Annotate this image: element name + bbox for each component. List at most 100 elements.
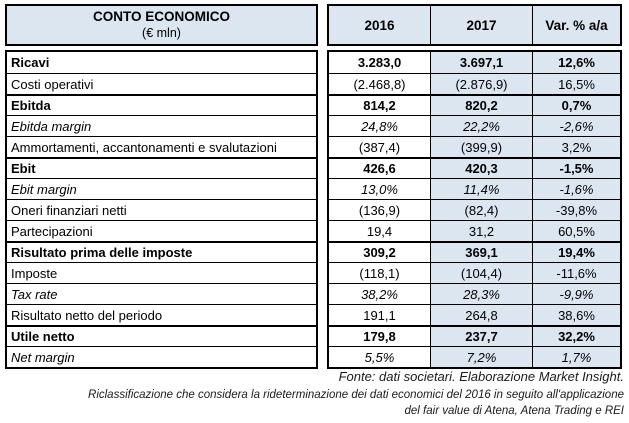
column-header-2017: 2017 — [430, 6, 532, 44]
row-label: Ebitda — [11, 98, 51, 113]
table-row-values: 179,8 237,7 32,2% — [329, 325, 620, 346]
row-label: Risultato prima delle imposte — [11, 245, 193, 260]
row-label: Tax rate — [11, 286, 58, 302]
table-row-values: 19,4 31,2 60,5% — [329, 220, 620, 241]
reclassification-note-line2: del fair value di Atena, Atena Trading e… — [404, 405, 624, 417]
table-row-label: Ebit margin — [7, 178, 316, 199]
value-2016: 309,2 — [329, 243, 430, 262]
value-2016: (2.468,8) — [329, 74, 430, 94]
value-var: -11,6% — [532, 263, 620, 283]
row-label: Oneri finanziari netti — [11, 202, 127, 218]
table-row-values: 814,2 820,2 0,7% — [329, 94, 620, 115]
value-2017: 420,3 — [430, 159, 532, 178]
table-row-label: Ebitda — [7, 94, 316, 115]
column-header-2016: 2016 — [364, 17, 395, 33]
value-2017: (2.876,9) — [430, 74, 532, 94]
value-2016: 13,0% — [329, 179, 430, 199]
table-row-values: 5,5% 7,2% 1,7% — [329, 346, 620, 367]
value-var: 32,2% — [532, 327, 620, 346]
value-2016: 426,6 — [329, 159, 430, 178]
value-2017: 28,3% — [430, 284, 532, 304]
value-var: 60,5% — [532, 221, 620, 241]
table-row-label: Costi operativi — [7, 73, 316, 94]
row-label: Costi operativi — [11, 76, 94, 92]
value-2017: (399,9) — [430, 137, 532, 157]
table-row-values: 309,2 369,1 19,4% — [329, 241, 620, 262]
table-row-values: 3.283,0 3.697,1 12,6% — [329, 52, 620, 73]
table-row-values: 191,1 264,8 38,6% — [329, 304, 620, 325]
value-2017: 11,4% — [430, 179, 532, 199]
column-header-var: Var. % a/a — [532, 6, 620, 44]
value-2016: 814,2 — [329, 96, 430, 115]
table-row-values: (2.468,8) (2.876,9) 16,5% — [329, 73, 620, 94]
row-label: Utile netto — [11, 329, 75, 344]
row-label: Net margin — [11, 349, 75, 365]
row-values-block: 3.283,0 3.697,1 12,6% (2.468,8) (2.876,9) 16,… — [327, 50, 622, 369]
reclassification-note-line1: Riclassificazione che considera la ridet… — [88, 389, 624, 401]
row-label: Ammortamenti, accantonamenti e svalutazi… — [11, 139, 277, 155]
value-var: 12,6% — [532, 52, 620, 73]
value-2016: (118,1) — [329, 263, 430, 283]
value-var: 38,6% — [532, 305, 620, 325]
row-label: Ebitda margin — [11, 118, 92, 134]
table-row-label: Imposte — [7, 262, 316, 283]
value-2017: 22,2% — [430, 116, 532, 136]
value-var: 16,5% — [532, 74, 620, 94]
value-2017: 264,8 — [430, 305, 532, 325]
table-row-values: 38,2% 28,3% -9,9% — [329, 283, 620, 304]
table-row-values: 24,8% 22,2% -2,6% — [329, 115, 620, 136]
table-unit-label: (€ mln) — [142, 25, 181, 40]
source-note: Fonte: dati societari. Elaborazione Mark… — [338, 369, 624, 384]
row-label: Ricavi — [11, 55, 50, 70]
value-2017: 31,2 — [430, 221, 532, 241]
value-2017: 369,1 — [430, 243, 532, 262]
row-label: Imposte — [11, 265, 58, 281]
value-var: 19,4% — [532, 243, 620, 262]
value-2016: 38,2% — [329, 284, 430, 304]
table-row-label: Ebitda margin — [7, 115, 316, 136]
value-2016: 179,8 — [329, 327, 430, 346]
table-row-values: (387,4) (399,9) 3,2% — [329, 136, 620, 157]
value-var: -1,5% — [532, 159, 620, 178]
value-2016: 24,8% — [329, 116, 430, 136]
table-row-label: Ricavi — [7, 52, 316, 73]
row-label: Ebit margin — [11, 181, 77, 197]
value-var: 3,2% — [532, 137, 620, 157]
footer-notes: Fonte: dati societari. Elaborazione Mark… — [4, 367, 624, 419]
table-row-values: (118,1) (104,4) -11,6% — [329, 262, 620, 283]
value-2016: 3.283,0 — [329, 52, 430, 73]
table-row-label: Oneri finanziari netti — [7, 199, 316, 220]
row-label: Risultato netto del periodo — [11, 307, 163, 323]
table-row-label: Ammortamenti, accantonamenti e svalutazi… — [7, 136, 316, 157]
value-2017: 237,7 — [430, 327, 532, 346]
value-var: 0,7% — [532, 96, 620, 115]
value-2016: 19,4 — [329, 221, 430, 241]
table-row-label: Tax rate — [7, 283, 316, 304]
table-row-label: Utile netto — [7, 325, 316, 346]
value-2016: 191,1 — [329, 305, 430, 325]
value-2016: (387,4) — [329, 137, 430, 157]
row-label: Partecipazioni — [11, 223, 93, 239]
value-var: -39,8% — [532, 200, 620, 220]
table-row-values: 426,6 420,3 -1,5% — [329, 157, 620, 178]
row-label: Ebit — [11, 161, 36, 176]
table-row-label: Partecipazioni — [7, 220, 316, 241]
column-header-row: 2016 2017 Var. % a/a — [327, 4, 622, 46]
table-row-values: (136,9) (82,4) -39,8% — [329, 199, 620, 220]
value-var: 1,7% — [532, 347, 620, 367]
table-row-label: Ebit — [7, 157, 316, 178]
value-2017: (82,4) — [430, 200, 532, 220]
row-labels-block: Ricavi Costi operativi Ebitda Ebitda margin… — [5, 50, 318, 369]
value-2016: (136,9) — [329, 200, 430, 220]
table-title-box: CONTO ECONOMICO (€ mln) — [5, 4, 318, 46]
value-var: -2,6% — [532, 116, 620, 136]
value-2016: 5,5% — [329, 347, 430, 367]
value-var: -9,9% — [532, 284, 620, 304]
table-row-label: Net margin — [7, 346, 316, 367]
table-title: CONTO ECONOMICO — [92, 8, 230, 24]
value-var: -1,6% — [532, 179, 620, 199]
value-2017: 7,2% — [430, 347, 532, 367]
table-row-values: 13,0% 11,4% -1,6% — [329, 178, 620, 199]
value-2017: 3.697,1 — [430, 52, 532, 73]
